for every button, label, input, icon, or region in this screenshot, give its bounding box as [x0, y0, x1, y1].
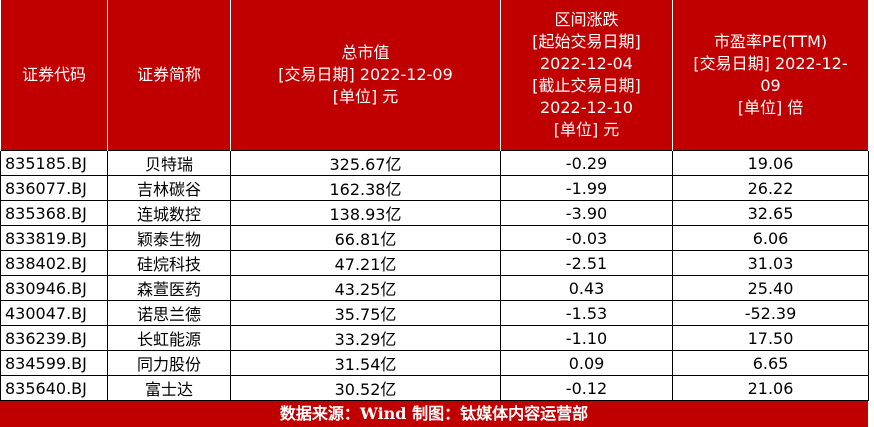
table-cell: 富士达 — [107, 375, 231, 401]
table-cell: -0.03 — [500, 225, 673, 251]
header-cell: 证券代码 — [0, 0, 108, 151]
header-line: 市盈率PE(TTM) — [713, 32, 828, 51]
table-row: 836077.BJ 吉林碳谷 162.38亿 -1.99 26.22 — [0, 175, 869, 201]
table-cell: 162.38亿 — [230, 175, 501, 201]
table-row: 833819.BJ 颖泰生物 66.81亿 -0.03 6.06 — [0, 225, 869, 251]
table-cell: 吉林碳谷 — [107, 175, 231, 201]
table-cell: 835368.BJ — [0, 200, 108, 226]
header-line: 总市值 — [341, 43, 390, 62]
table-cell: 138.93亿 — [230, 200, 501, 226]
table-row: 835640.BJ 富士达 30.52亿 -0.12 21.06 — [0, 375, 869, 401]
table-row: 835368.BJ 连城数控 138.93亿 -3.90 32.65 — [0, 200, 869, 226]
table-cell: -1.10 — [500, 325, 673, 351]
table-row: 430047.BJ 诺思兰德 35.75亿 -1.53 -52.39 — [0, 300, 869, 326]
table-cell: 836077.BJ — [0, 175, 108, 201]
table-cell: 836239.BJ — [0, 325, 108, 351]
table-cell: -1.53 — [500, 300, 673, 326]
table-cell: -3.90 — [500, 200, 673, 226]
table-cell: -2.51 — [500, 250, 673, 276]
table-cell: -0.12 — [500, 375, 673, 401]
table-cell: 835185.BJ — [0, 150, 108, 176]
table-cell: 834599.BJ — [0, 350, 108, 376]
header-cell: 证券简称 — [107, 0, 231, 151]
table-cell: 连城数控 — [107, 200, 231, 226]
table-cell: 835640.BJ — [0, 375, 108, 401]
table-cell: 32.65 — [672, 200, 869, 226]
header-line: [交易日期] 2022-12- — [693, 54, 848, 73]
table-cell: 325.67亿 — [230, 150, 501, 176]
table-row: 835185.BJ 贝特瑞 325.67亿 -0.29 19.06 — [0, 150, 869, 176]
table-cell: 838402.BJ — [0, 250, 108, 276]
table-cell: 同力股份 — [107, 350, 231, 376]
header-line: [截止交易日期] — [532, 76, 641, 95]
table-cell: 诺思兰德 — [107, 300, 231, 326]
table-cell: 0.43 — [500, 275, 673, 301]
table-cell: 0.09 — [500, 350, 673, 376]
header-line: 证券简称 — [136, 65, 201, 84]
header-cell: 总市值 [交易日期] 2022-12-09 [单位] 元 — [230, 0, 501, 151]
table-cell: 17.50 — [672, 325, 869, 351]
data-table: 证券代码 证券简称 总市值 [交易日期] 2022-12-09 [单位] 元区间涨跌 [起… — [0, 0, 869, 401]
table-cell: 31.03 — [672, 250, 869, 276]
table-row: 834599.BJ 同力股份 31.54亿 0.09 6.65 — [0, 350, 869, 376]
header-line: [单位] 元 — [332, 87, 399, 106]
table-cell: -52.39 — [672, 300, 869, 326]
header-cell: 市盈率PE(TTM) [交易日期] 2022-12- 09 [单位] 倍 — [672, 0, 869, 151]
header-line: 09 — [760, 76, 781, 95]
header-line: [单位] 元 — [553, 120, 620, 139]
table-cell: 430047.BJ — [0, 300, 108, 326]
table-cell: -1.99 — [500, 175, 673, 201]
header-line: 区间涨跌 — [554, 10, 619, 29]
header-line: [交易日期] 2022-12-09 — [278, 65, 453, 84]
table-cell: 25.40 — [672, 275, 869, 301]
table-cell: 35.75亿 — [230, 300, 501, 326]
table-cell: 30.52亿 — [230, 375, 501, 401]
header-line: 2022-12-04 — [540, 54, 633, 73]
table-cell: 26.22 — [672, 175, 869, 201]
table-cell: 21.06 — [672, 375, 869, 401]
table-cell: 31.54亿 — [230, 350, 501, 376]
header-line: [单位] 倍 — [737, 98, 804, 117]
table-cell: 47.21亿 — [230, 250, 501, 276]
table-cell: 33.29亿 — [230, 325, 501, 351]
table-body: 835185.BJ 贝特瑞 325.67亿 -0.29 19.06 836077.BJ 吉林… — [0, 150, 869, 401]
table-cell: 833819.BJ — [0, 225, 108, 251]
table-row: 830946.BJ 森萱医药 43.25亿 0.43 25.40 — [0, 275, 869, 301]
table-cell: 6.65 — [672, 350, 869, 376]
header-cell: 区间涨跌 [起始交易日期] 2022-12-04 [截止交易日期] 2022-12-10… — [500, 0, 673, 151]
table-cell: 66.81亿 — [230, 225, 501, 251]
table-cell: 43.25亿 — [230, 275, 501, 301]
header-line: [起始交易日期] — [532, 32, 641, 51]
table-cell: 19.06 — [672, 150, 869, 176]
table-cell: 6.06 — [672, 225, 869, 251]
footer: 数据来源：Wind 制图：钛媒体内容运营部 — [0, 401, 868, 427]
table-row: 836239.BJ 长虹能源 33.29亿 -1.10 17.50 — [0, 325, 869, 351]
header-line: 2022-12-10 — [540, 98, 633, 117]
table-row: 838402.BJ 硅烷科技 47.21亿 -2.51 31.03 — [0, 250, 869, 276]
header-row: 证券代码 证券简称 总市值 [交易日期] 2022-12-09 [单位] 元区间涨跌 [起… — [0, 0, 869, 151]
header-line: 证券代码 — [21, 65, 86, 84]
table-cell: 830946.BJ — [0, 275, 108, 301]
table-cell: 贝特瑞 — [107, 150, 231, 176]
table-cell: -0.29 — [500, 150, 673, 176]
table-cell: 硅烷科技 — [107, 250, 231, 276]
table-cell: 长虹能源 — [107, 325, 231, 351]
table-cell: 森萱医药 — [107, 275, 231, 301]
table-cell: 颖泰生物 — [107, 225, 231, 251]
